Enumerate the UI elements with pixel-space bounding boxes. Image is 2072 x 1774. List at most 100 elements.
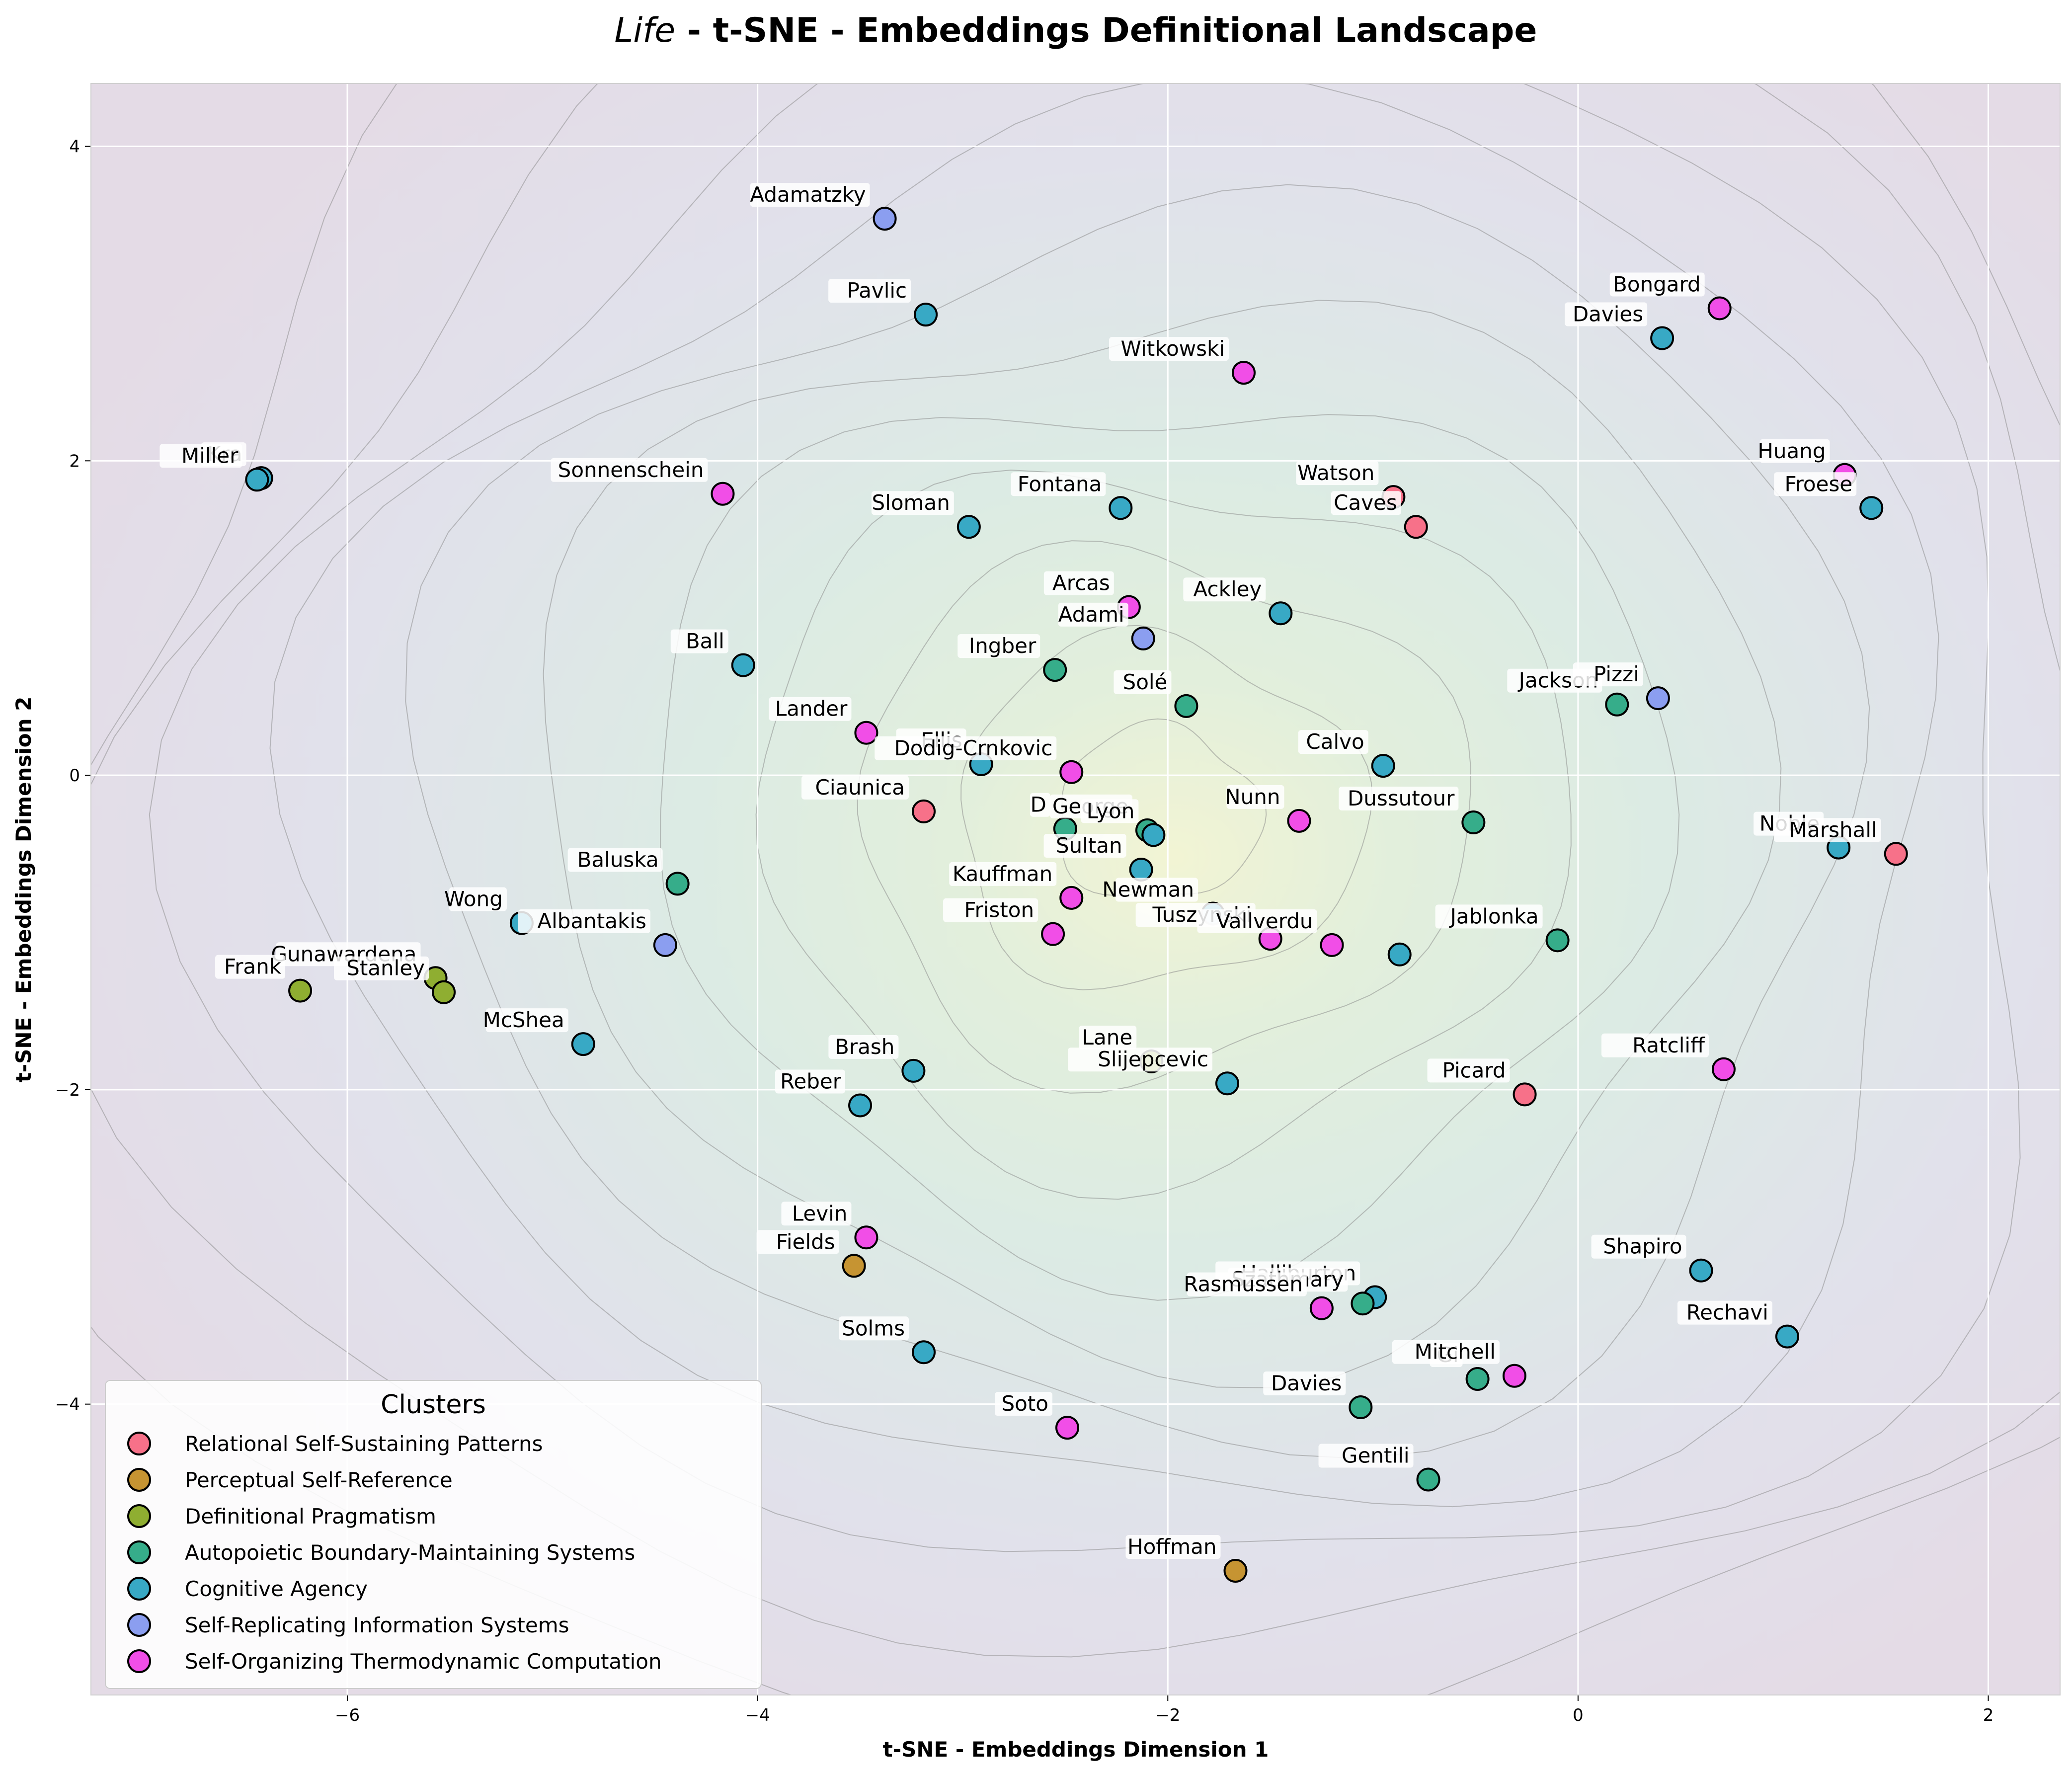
point-label-bg <box>1030 793 1050 817</box>
point-marker <box>1461 810 1486 835</box>
point-label: Huang <box>1757 439 1826 463</box>
point-label: Adamatzky <box>750 182 866 207</box>
point-label-bg <box>769 697 852 721</box>
point-label: Dodig-Crnkovic <box>894 736 1052 760</box>
point-label-bg <box>943 898 1038 922</box>
point-label-bg <box>1601 1033 1709 1057</box>
point-label: Arcas <box>1052 571 1110 595</box>
legend-items: Relational Self-Sustaining Patterns Perce… <box>127 1432 662 1674</box>
point-label-bg <box>1109 337 1229 361</box>
point-label: Reber <box>780 1069 842 1094</box>
point-marker <box>1689 1258 1713 1283</box>
point-marker <box>288 978 313 1003</box>
point-label-bg <box>1773 818 1881 842</box>
point-label: Shapiro <box>1603 1234 1682 1259</box>
density-contour <box>543 300 1782 1388</box>
point-marker <box>1349 1395 1373 1420</box>
point-marker <box>1707 296 1732 321</box>
legend: Clusters Relational Self-Sustaining Patt… <box>105 1380 762 1689</box>
point-marker <box>1109 496 1133 520</box>
point-label-bg <box>1263 1371 1346 1396</box>
point-label-bg <box>775 1069 846 1094</box>
point-marker <box>1174 694 1198 718</box>
legend-box <box>105 1380 762 1689</box>
point-label-bg <box>871 491 954 515</box>
point-label-bg <box>1125 1535 1221 1559</box>
point-label: D <box>1031 793 1046 817</box>
point-label-bg <box>994 1392 1052 1416</box>
point-marker <box>1043 658 1067 682</box>
point-marker <box>1309 1296 1334 1320</box>
point-marker <box>1055 1416 1079 1440</box>
point-label: Nunn <box>1225 785 1280 809</box>
point-marker <box>842 1254 866 1278</box>
point-label: Sultan <box>1056 833 1122 858</box>
point-label-bg <box>485 1008 568 1033</box>
point-label-bg <box>1565 302 1648 326</box>
point-label-bg <box>828 1035 899 1059</box>
data-points <box>245 207 1908 1583</box>
point-label: Solé <box>1123 670 1168 694</box>
point-label-bg <box>1043 571 1114 595</box>
point-label: Davies <box>1573 302 1643 326</box>
point-marker <box>873 207 897 231</box>
point-marker <box>1605 692 1629 717</box>
density-contour <box>405 184 1870 1459</box>
legend-marker <box>127 1613 151 1637</box>
point-label: Ingber <box>969 634 1036 658</box>
point-label: Lyon <box>1087 799 1135 823</box>
point-marker <box>1371 754 1395 778</box>
point-label: Sloman <box>872 490 950 515</box>
point-label: Solms <box>842 1316 905 1340</box>
point-label-bg <box>1067 1048 1212 1072</box>
density-contour <box>91 83 2060 1658</box>
point-label-bg <box>1197 909 1317 933</box>
density-contour <box>659 414 1680 1301</box>
point-label: Wong <box>444 887 503 911</box>
point-marker <box>1387 942 1412 967</box>
point-label: Ciaunica <box>815 775 905 800</box>
point-label: Levin <box>792 1201 848 1225</box>
point-label-bg <box>1226 785 1284 809</box>
point-label-bg <box>750 183 870 207</box>
point-label: McShea <box>483 1008 564 1032</box>
point-label-bg <box>334 956 429 980</box>
density-contour <box>269 83 1939 1508</box>
point-label: Watson <box>1297 461 1374 485</box>
point-label-bg <box>781 1202 852 1226</box>
point-marker <box>914 303 938 327</box>
density-contour <box>755 469 1572 1200</box>
point-label: Albantakis <box>537 909 646 933</box>
point-label: Soto <box>1001 1391 1048 1416</box>
point-label: Dussutour <box>1348 786 1455 810</box>
point-label: Baluska <box>577 847 659 872</box>
point-marker <box>1059 886 1084 910</box>
point-marker <box>665 872 690 896</box>
point-marker <box>1859 496 1884 520</box>
legend-entry: Definitional Pragmatism <box>185 1504 436 1529</box>
point-label-bg <box>1677 1300 1772 1325</box>
y-tick-label: 2 <box>69 451 80 471</box>
point-label-bg <box>1759 439 1830 463</box>
x-tick-label: −2 <box>1155 1705 1180 1725</box>
point-label: Kauffman <box>953 862 1052 886</box>
point-marker <box>854 1225 878 1250</box>
point-marker <box>912 1340 936 1365</box>
point-label: Marshall <box>1789 817 1877 842</box>
legend-entry: Perceptual Self-Reference <box>185 1468 453 1492</box>
point-label: Rechavi <box>1686 1300 1768 1325</box>
point-label-bg <box>1081 799 1139 823</box>
point-marker <box>1041 922 1065 946</box>
point-marker <box>1711 1057 1736 1081</box>
density-contour <box>149 83 2021 1552</box>
point-label: Brash <box>835 1035 894 1059</box>
point-label: Caves <box>1334 490 1397 515</box>
point-label: Davies <box>1271 1371 1342 1395</box>
point-label-bg <box>1058 602 1128 627</box>
point-label-bg <box>1774 472 1857 496</box>
point-label-bg <box>1114 670 1172 694</box>
point-label-bg <box>449 887 507 911</box>
point-label: Witkowski <box>1121 336 1225 361</box>
